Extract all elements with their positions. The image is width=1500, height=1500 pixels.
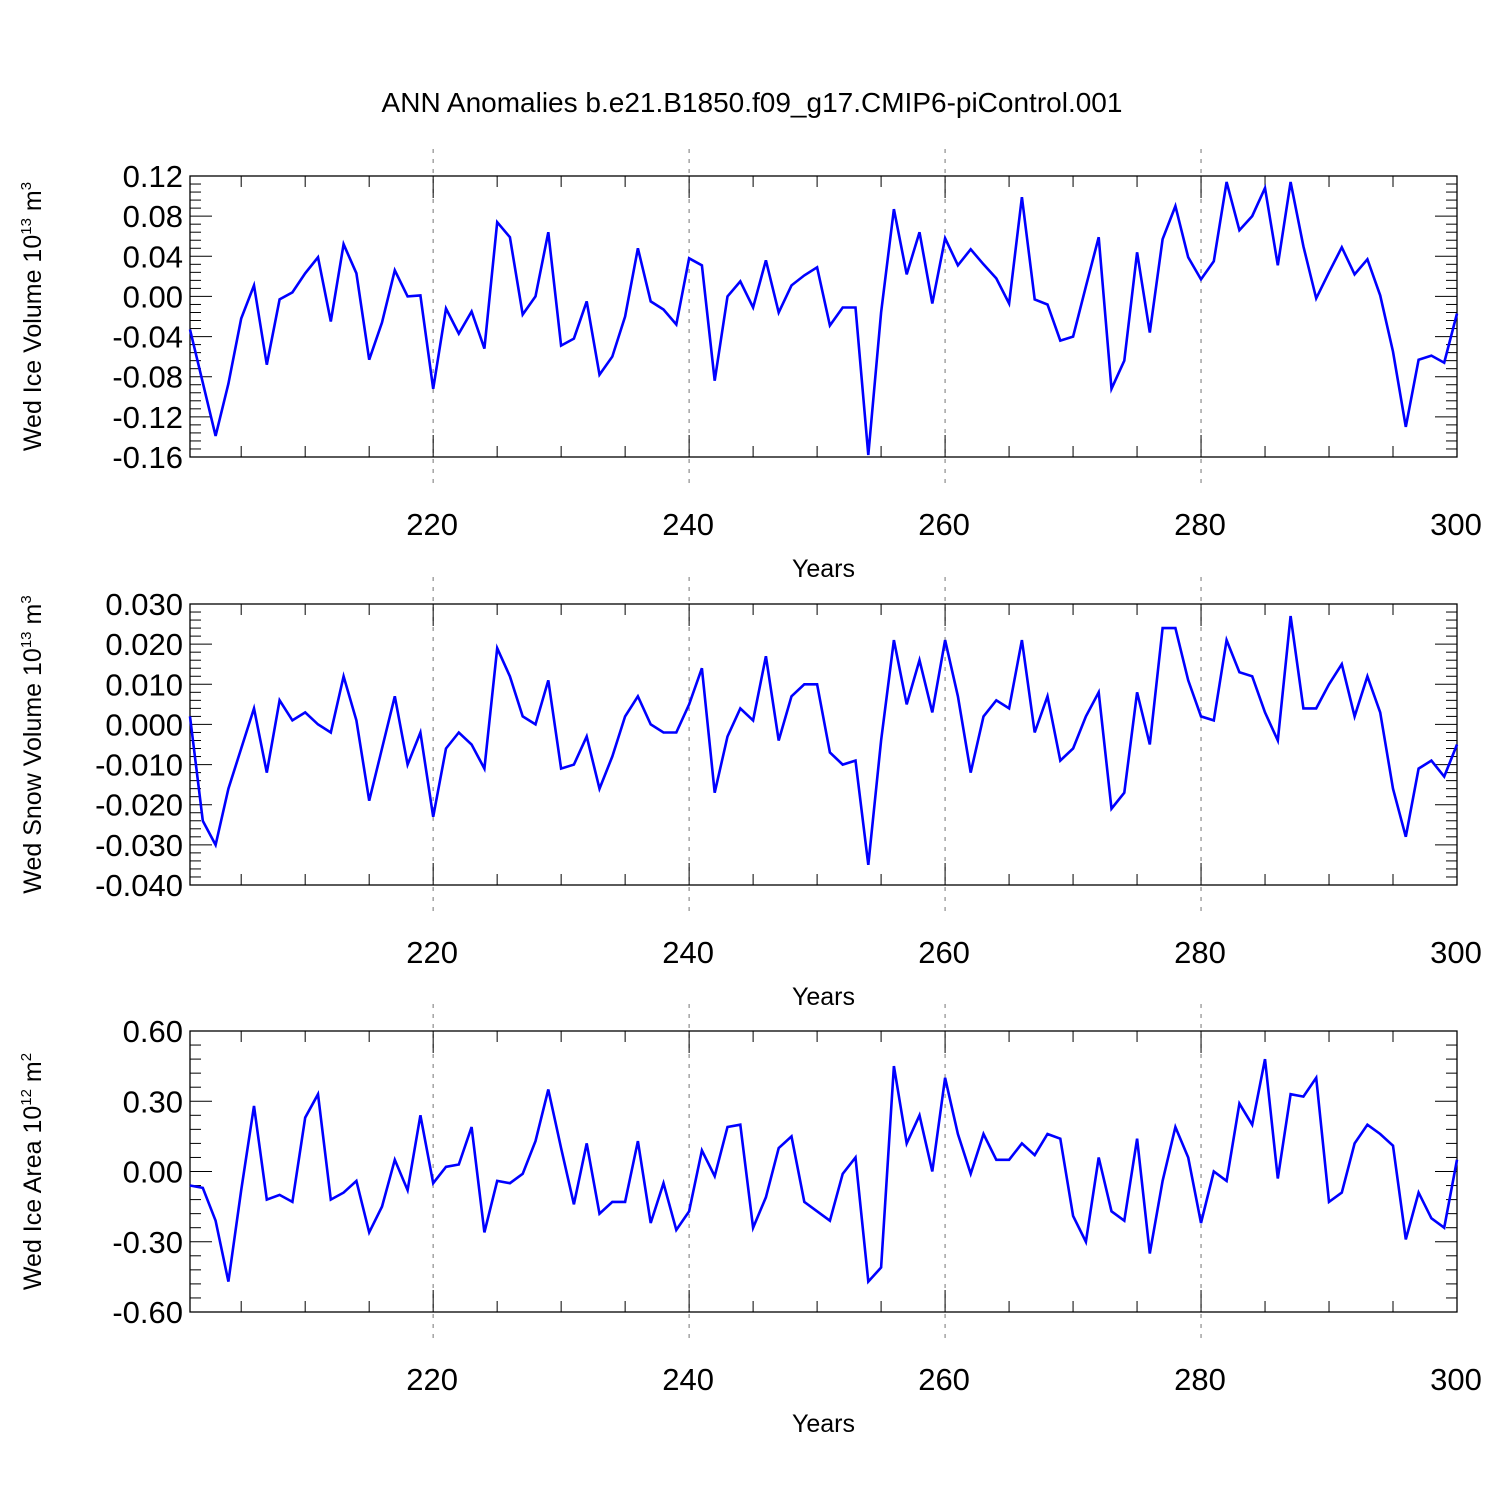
figure-title: ANN Anomalies b.e21.B1850.f09_g17.CMIP6-… xyxy=(382,87,1123,118)
y-tick-label: 0.12 xyxy=(123,159,183,194)
y-axis-title: Wed Snow Volume 1013 m3 xyxy=(18,595,47,893)
y-tick-label: -0.04 xyxy=(112,320,183,355)
x-tick-label: 300 xyxy=(1430,507,1482,542)
y-tick-label: -0.60 xyxy=(112,1295,183,1330)
y-tick-label: 0.00 xyxy=(123,279,183,314)
x-tick-label: 260 xyxy=(918,935,970,970)
x-tick-label: 240 xyxy=(662,507,714,542)
y-axis-exponent: 13 xyxy=(18,631,35,648)
x-tick-label: 280 xyxy=(1174,935,1226,970)
y-axis-unit-exponent: 2 xyxy=(18,1053,35,1061)
y-tick-label: -0.12 xyxy=(112,400,183,435)
x-tick-label: 240 xyxy=(662,1362,714,1397)
x-tick-label: 280 xyxy=(1174,1362,1226,1397)
x-axis-title: Years xyxy=(792,555,855,583)
chart-panel-2: -0.040 -0.030 -0.020 -0.010 0.000 0.010 0.020 0… xyxy=(18,577,1482,1011)
y-tick-label: 0.010 xyxy=(105,667,183,702)
y-axis-label-text: Wed Snow Volume 10 xyxy=(19,648,47,894)
series-line xyxy=(188,615,1459,866)
y-tick-label: 0.000 xyxy=(105,707,183,742)
y-axis-exponent: 12 xyxy=(18,1089,35,1106)
series-line xyxy=(188,181,1459,456)
y-tick-label: 0.08 xyxy=(123,199,183,234)
x-tick-label: 300 xyxy=(1430,1362,1482,1397)
y-tick-label: -0.16 xyxy=(112,440,183,475)
y-tick-label: 0.030 xyxy=(105,587,183,622)
y-axis-unit: m xyxy=(19,1061,47,1082)
chart-panel-1: -0.16 -0.12 -0.08 -0.04 0.00 0.04 0.08 0.12 220 2… xyxy=(18,149,1482,583)
y-tick-label: 0.30 xyxy=(123,1084,183,1119)
x-tick-label: 280 xyxy=(1174,507,1226,542)
y-axis-unit: m xyxy=(19,190,47,211)
y-axis-exponent: 13 xyxy=(18,218,35,235)
y-tick-label: -0.030 xyxy=(95,828,183,863)
y-tick-label: -0.30 xyxy=(112,1225,183,1260)
y-axis-label-text: Wed Ice Area 10 xyxy=(19,1106,47,1290)
y-axis-unit-exponent: 3 xyxy=(18,595,35,603)
x-tick-label: 220 xyxy=(406,507,458,542)
y-axis-title: Wed Ice Volume 1013 m3 xyxy=(18,182,47,451)
series-line xyxy=(189,1058,1459,1285)
x-tick-label: 260 xyxy=(918,507,970,542)
y-axis-title: Wed Ice Area 1012 m2 xyxy=(18,1053,47,1290)
plot-frame xyxy=(189,603,1458,886)
y-tick-label: 0.020 xyxy=(105,627,183,662)
y-tick-label: -0.010 xyxy=(95,748,183,783)
y-tick-label: -0.08 xyxy=(112,360,183,395)
x-tick-label: 260 xyxy=(918,1362,970,1397)
y-tick-label: 0.00 xyxy=(123,1155,183,1190)
y-tick-label: -0.020 xyxy=(95,788,183,823)
y-axis-unit-exponent: 3 xyxy=(18,182,35,190)
x-tick-label: 220 xyxy=(406,935,458,970)
y-tick-label: 0.60 xyxy=(123,1014,183,1049)
panels: -0.16 -0.12 -0.08 -0.04 0.00 0.04 0.08 0.12 220 2… xyxy=(18,149,1482,1438)
y-axis-unit: m xyxy=(19,604,47,625)
chart-panel-3: -0.60 -0.30 0.00 0.30 0.60 220 240 260 280 300 Yea… xyxy=(18,1004,1482,1438)
plot-frame xyxy=(189,175,1458,458)
y-tick-label: 0.04 xyxy=(123,239,183,274)
x-axis-title: Years xyxy=(792,1410,855,1438)
x-tick-label: 240 xyxy=(662,935,714,970)
x-axis-title: Years xyxy=(792,983,855,1011)
y-axis-label-text: Wed Ice Volume 10 xyxy=(19,235,47,451)
x-tick-label: 300 xyxy=(1430,935,1482,970)
y-tick-label: -0.040 xyxy=(95,868,183,903)
x-tick-label: 220 xyxy=(406,1362,458,1397)
